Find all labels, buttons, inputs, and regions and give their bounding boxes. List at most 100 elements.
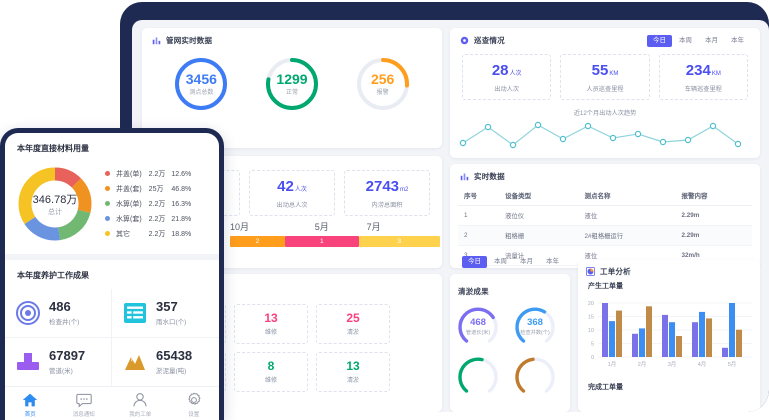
stat-dispatch-unit: 人次 bbox=[509, 70, 522, 77]
svg-text:2月: 2月 bbox=[638, 361, 647, 368]
ring-normal-value: 1299 bbox=[276, 70, 308, 87]
result-sludge[interactable]: 65438 淤泥量(吨) bbox=[112, 338, 219, 387]
dredge-result-card: 清淤成果 468 管道长(米) bbox=[450, 274, 570, 412]
legend-name-4: 其它 bbox=[116, 231, 130, 238]
svg-text:20: 20 bbox=[588, 301, 594, 307]
tab-month-2[interactable]: 本月 bbox=[520, 257, 533, 265]
stat-flood-area-label: 内涝总面积 bbox=[371, 202, 403, 209]
result-manhole-value: 486 bbox=[49, 299, 71, 314]
ring-total-label: 测点总数 bbox=[189, 90, 214, 97]
stat-person-value: 55 bbox=[591, 61, 609, 79]
legend-swatch-4 bbox=[105, 230, 110, 236]
col-device-type: 设备类型 bbox=[499, 185, 579, 206]
phone-section-divider bbox=[5, 254, 219, 260]
legend-swatch-1 bbox=[105, 185, 110, 191]
pipe-icon bbox=[17, 353, 39, 370]
svg-text:15: 15 bbox=[588, 315, 594, 321]
legend-pct-2: 16.3% bbox=[171, 200, 192, 208]
ring-total: 3456 测点总数 bbox=[172, 55, 230, 113]
ring-alarm: 256 报警 bbox=[354, 55, 412, 113]
bar-chart-icon bbox=[460, 173, 469, 181]
ring-total-value: 3456 bbox=[185, 70, 217, 87]
result-grate[interactable]: 357 雨水口(个) bbox=[112, 289, 219, 338]
rank-bar-1[interactable]: 2 bbox=[230, 236, 285, 247]
tile-repair-pink-value: 13 bbox=[264, 311, 278, 325]
svg-text:0: 0 bbox=[591, 355, 594, 361]
tab-month[interactable]: 本月 bbox=[705, 36, 718, 44]
tab-year[interactable]: 本年 bbox=[731, 36, 744, 44]
rank-month-2: 5月 bbox=[314, 222, 329, 232]
svg-text:5: 5 bbox=[591, 342, 594, 348]
legend-item: 水箅(单) 2.2万 16.3% bbox=[105, 198, 191, 211]
stat-flood-area: 2743m2 内涝总面积 bbox=[344, 170, 430, 216]
cell-index: 1 bbox=[458, 205, 500, 226]
tab-week-2[interactable]: 本周 bbox=[494, 257, 507, 265]
legend-amount-0: 2.2万 bbox=[148, 171, 166, 178]
legend-name-2: 水箅(单) bbox=[116, 201, 142, 208]
dispatch-trend-linechart bbox=[459, 121, 742, 148]
gauge-pipe-label: 管道长(米) bbox=[465, 330, 491, 337]
legend-pct-1: 46.8% bbox=[171, 185, 192, 193]
svg-text:4月: 4月 bbox=[698, 361, 707, 368]
stat-dispatch-value: 28 bbox=[491, 61, 509, 79]
nav-orders[interactable]: 我的工单 bbox=[129, 392, 151, 418]
stat-total-dispatch-unit: 人次 bbox=[294, 187, 307, 193]
ring-gauge-group: 3456 测点总数 1299 正常 bbox=[142, 49, 442, 125]
stat-dispatch-count: 28人次 出动人次 bbox=[462, 53, 552, 100]
tab-today[interactable]: 今日 bbox=[647, 35, 672, 47]
tab-week[interactable]: 本周 bbox=[679, 36, 692, 44]
realtime-card-title: 管网实时数据 bbox=[166, 36, 213, 45]
nav-message[interactable]: 消息通知 bbox=[73, 392, 95, 418]
result-pipe[interactable]: 67897 管道(米) bbox=[5, 338, 112, 387]
desktop-dashboard: 管网实时数据 3456 测点总数 bbox=[132, 20, 769, 412]
month-ranking-group: 10月 5月 7月 2 1 3 bbox=[230, 220, 440, 247]
patrol-period-tabs[interactable]: 今日 本周 本月 本年 bbox=[647, 35, 750, 47]
cell-point: 2#粗格栅运行 bbox=[578, 225, 676, 246]
nav-orders-label: 我的工单 bbox=[129, 412, 152, 418]
legend-pct-4: 18.8% bbox=[171, 230, 192, 238]
tab-today-2[interactable]: 今日 bbox=[462, 256, 487, 268]
stat-total-dispatch-value: 42 bbox=[277, 178, 294, 195]
stat-flood-area-value: 2743 bbox=[365, 178, 400, 195]
tile-dredge-green: 13 清淤 bbox=[316, 352, 390, 392]
dredge-period-tabs[interactable]: 今日 本周 本月 本年 bbox=[462, 256, 565, 268]
tile-dredge-pink-label: 清淤 bbox=[346, 330, 359, 336]
rank-bar-3[interactable]: 3 bbox=[358, 236, 440, 247]
work-order-bar-chart: 0 5 10 15 20 bbox=[588, 301, 752, 368]
cell-index: 2 bbox=[458, 225, 500, 246]
material-donut-block: 346.78万 总计 井盖(单) 2.2万 12.6% 井盖(套) 25万 46… bbox=[5, 162, 219, 254]
legend-item: 水箅(套) 2.2万 21.8% bbox=[105, 213, 191, 226]
legend-amount-4: 2.2万 bbox=[148, 231, 166, 238]
legend-item: 其它 2.2万 18.8% bbox=[105, 228, 191, 241]
tab-year-2[interactable]: 本年 bbox=[546, 257, 559, 265]
legend-item: 井盖(套) 25万 46.8% bbox=[105, 183, 191, 196]
table-row[interactable]: 2 粗格栅 2#粗格栅运行 2.29m bbox=[458, 225, 752, 246]
gauge-brown bbox=[511, 353, 559, 401]
legend-amount-3: 2.2万 bbox=[148, 216, 166, 223]
nav-home[interactable]: 首页 bbox=[22, 392, 38, 418]
gauge-pipe-value: 468 bbox=[470, 316, 486, 328]
work-order-card: 工单分析 产生工单量 0 5 10 15 20 bbox=[578, 260, 760, 412]
result-manhole[interactable]: 486 检查井(个) bbox=[5, 289, 112, 338]
phone-bottom-nav[interactable]: 首页 消息通知 我的工单 bbox=[5, 386, 219, 420]
ring-alarm-label: 报警 bbox=[376, 90, 389, 97]
nav-settings[interactable]: 设置 bbox=[186, 392, 202, 418]
eye-icon bbox=[460, 37, 469, 45]
svg-text:1月: 1月 bbox=[608, 361, 617, 368]
realtime-card-header: 管网实时数据 bbox=[142, 28, 442, 49]
gauge-green bbox=[454, 353, 502, 401]
table-row[interactable]: 1 液位仪 液位 2.29m bbox=[458, 205, 752, 226]
sludge-icon bbox=[125, 355, 145, 370]
patrol-card: 巡查情况 今日 本周 本月 本年 28人次 出动人次 55KM bbox=[450, 28, 760, 158]
bar-chart-icon bbox=[152, 37, 161, 45]
patrol-stat-row: 28人次 出动人次 55KM 人员巡查里程 234KM 车辆巡查里程 bbox=[450, 50, 760, 102]
result-manhole-label: 检查井(个) bbox=[49, 319, 80, 326]
col-point-name: 测点名称 bbox=[578, 185, 676, 206]
nav-home-label: 首页 bbox=[24, 412, 36, 418]
home-icon bbox=[23, 393, 38, 407]
rank-bar-2[interactable]: 1 bbox=[284, 236, 359, 247]
tile-dredge-green-value: 13 bbox=[346, 359, 360, 373]
gauge-manhole-value: 368 bbox=[527, 316, 543, 328]
result-pipe-label: 管道(米) bbox=[49, 368, 73, 375]
